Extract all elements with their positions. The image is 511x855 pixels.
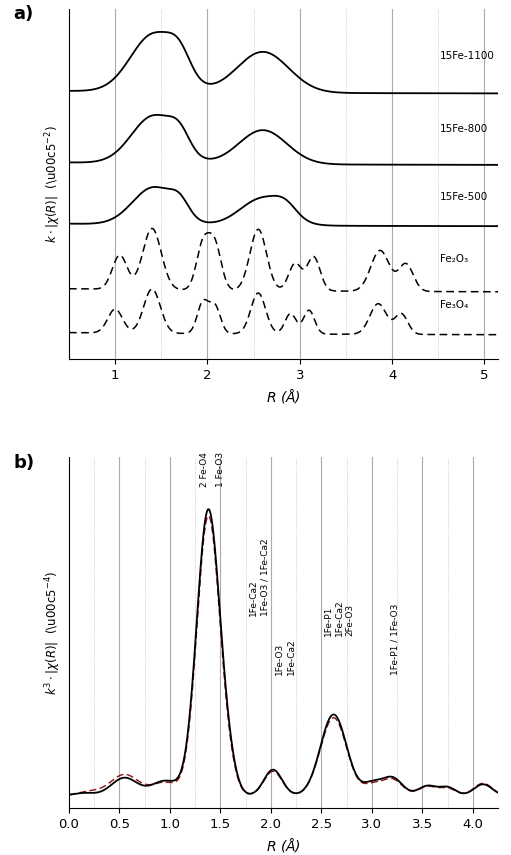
Text: 1Fe-O3 / 1Fe-Ca2: 1Fe-O3 / 1Fe-Ca2 bbox=[261, 539, 270, 616]
Text: b): b) bbox=[13, 454, 34, 472]
Text: 15Fe-1100: 15Fe-1100 bbox=[440, 51, 495, 62]
X-axis label: $R$ (Å): $R$ (Å) bbox=[266, 387, 301, 405]
Text: a): a) bbox=[13, 5, 33, 23]
Text: 1Fe-P1: 1Fe-P1 bbox=[323, 605, 333, 636]
Text: Fe₃O₄: Fe₃O₄ bbox=[440, 300, 468, 310]
Text: 1Fe-O3: 1Fe-O3 bbox=[275, 643, 284, 675]
Text: 1Fe-Ca2: 1Fe-Ca2 bbox=[335, 599, 343, 636]
Text: 1Fe-Ca2: 1Fe-Ca2 bbox=[249, 580, 258, 616]
Text: Fe₂O₃: Fe₂O₃ bbox=[440, 254, 468, 263]
Text: 15Fe-500: 15Fe-500 bbox=[440, 192, 489, 203]
Text: 2Fe-O3: 2Fe-O3 bbox=[346, 604, 355, 636]
Text: 1Fe-P1 / 1Fe-O3: 1Fe-P1 / 1Fe-O3 bbox=[390, 604, 399, 675]
Text: 15Fe-800: 15Fe-800 bbox=[440, 124, 489, 134]
Text: 1Fe-Ca2: 1Fe-Ca2 bbox=[287, 638, 296, 675]
Text: 2 Fe-O4: 2 Fe-O4 bbox=[200, 451, 210, 486]
Y-axis label: $k^3\cdot|\chi(R)|$  (\u00c5$^{-4}$): $k^3\cdot|\chi(R)|$ (\u00c5$^{-4}$) bbox=[44, 570, 63, 695]
X-axis label: $R$ (Å): $R$ (Å) bbox=[266, 836, 301, 854]
Y-axis label: $k\cdot|\chi(R)|$  (\u00c5$^{-2}$): $k\cdot|\chi(R)|$ (\u00c5$^{-2}$) bbox=[44, 125, 63, 243]
Text: 1 Fe-O3: 1 Fe-O3 bbox=[217, 451, 225, 486]
